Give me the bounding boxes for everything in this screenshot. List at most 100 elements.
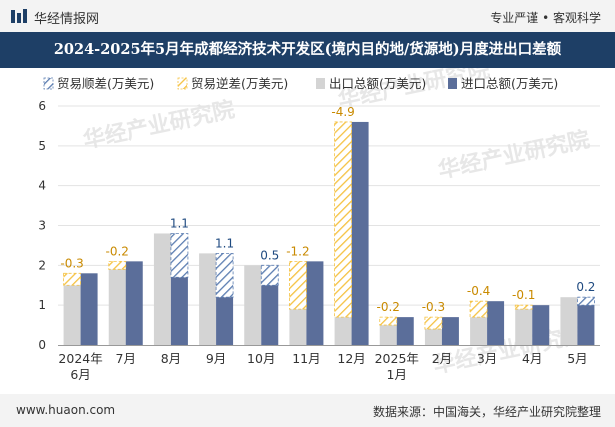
deficit-bar	[108, 260, 127, 270]
legend-item: 出口总额(万美元)	[316, 76, 426, 91]
bars: -0.3 -0.2 1.1 1.1 0.5 -1.2 -4.9 -0.2 -0.3 -0.4 -0.…	[60, 105, 595, 345]
deficit-bar	[379, 316, 398, 326]
month-group: -0.3	[422, 300, 459, 345]
export-bar	[153, 233, 171, 345]
balance-label: -0.3	[422, 300, 445, 314]
balance-label: 1.1	[170, 216, 189, 230]
legend-swatch-import	[448, 78, 457, 89]
site-url: www.huaon.com	[16, 403, 116, 417]
legend-swatch-surplus	[43, 77, 54, 90]
surplus-bar	[215, 252, 234, 298]
import-bar	[441, 317, 459, 345]
legend-item: 贸易逆差(万美元)	[177, 76, 288, 91]
surplus-bar	[170, 233, 189, 278]
top-bar: 华经情报网 专业严谨 • 客观科学	[0, 0, 615, 32]
deficit-bar	[334, 121, 352, 318]
x-tick-label: 10月	[247, 351, 275, 366]
import-bar	[216, 297, 234, 345]
month-group: -0.2	[377, 300, 414, 345]
export-bar	[470, 317, 488, 345]
import-bar	[351, 121, 369, 345]
import-bar	[261, 285, 279, 345]
x-tick-label: 3月	[477, 351, 497, 366]
x-axis: 2024年 6月 7月 8月 9月 10月 11月 12月 2025年 1月 2月 3月 4月 5月	[58, 345, 600, 382]
balance-label: -0.2	[377, 300, 400, 314]
x-tick-label: 5月	[567, 351, 587, 366]
y-tick-label: 3	[38, 219, 46, 233]
legend-label: 贸易逆差(万美元)	[191, 76, 288, 91]
month-group: -4.9	[331, 105, 369, 345]
y-tick-label: 2	[38, 258, 46, 272]
x-tick-label: 7月	[116, 351, 136, 366]
month-group: 1.1	[153, 216, 189, 345]
export-bar	[108, 269, 126, 345]
x-tick-label: 2月	[432, 351, 452, 366]
month-group: -0.3	[60, 256, 98, 345]
legend-item: 进口总额(万美元)	[448, 76, 558, 91]
import-bar	[396, 317, 414, 345]
month-group: -0.2	[106, 244, 143, 345]
slogan: 专业严谨 • 客观科学	[490, 11, 601, 25]
deficit-bar	[63, 272, 81, 286]
balance-label: 0.5	[260, 248, 279, 262]
balance-label: -0.3	[60, 256, 83, 270]
data-source: 数据来源：中国海关，华经产业研究院整理	[372, 405, 601, 419]
export-bar	[424, 329, 442, 345]
balance-label: -0.2	[106, 244, 129, 258]
balance-label: 1.1	[215, 236, 234, 250]
export-bar	[515, 309, 533, 345]
title-bar: 2024-2025年5月年成都经济技术开发区(境内目的地/货源地)月度进出口差额	[0, 32, 615, 68]
export-bar	[63, 285, 81, 345]
export-bar	[560, 297, 578, 345]
import-bar	[170, 277, 188, 345]
import-bar	[577, 305, 595, 345]
legend-label: 进口总额(万美元)	[461, 76, 558, 91]
export-bar	[244, 265, 262, 345]
month-group: 0.2	[560, 280, 595, 345]
import-bar	[306, 261, 324, 345]
import-bar	[487, 301, 505, 345]
balance-label: -0.4	[467, 284, 490, 298]
surplus-bar	[577, 296, 595, 306]
watermark-text: 华经产业研究院	[81, 96, 237, 153]
chart-title: 2024-2025年5月年成都经济技术开发区(境内目的地/货源地)月度进出口差额	[53, 41, 562, 58]
x-tick-label: 9月	[206, 351, 226, 366]
balance-label: -4.9	[331, 105, 354, 119]
legend-swatch-export	[316, 78, 325, 89]
balance-label: -0.1	[512, 288, 535, 302]
x-tick-label: 4月	[522, 351, 542, 366]
export-bar	[289, 309, 307, 345]
import-bar	[80, 273, 98, 345]
export-bar	[334, 317, 352, 345]
month-group: 0.5	[244, 248, 279, 345]
legend-swatch-deficit	[177, 77, 188, 90]
import-bar	[532, 305, 550, 345]
legend-item: 贸易顺差(万美元)	[43, 76, 154, 91]
x-tick-label: 2025年 1月	[375, 351, 419, 382]
export-bar	[379, 325, 397, 345]
x-tick-label: 11月	[292, 351, 320, 366]
deficit-bar	[514, 304, 533, 310]
legend-label: 出口总额(万美元)	[329, 76, 426, 91]
export-bar	[199, 253, 217, 345]
month-group: -1.2	[286, 244, 324, 345]
y-tick-label: 5	[38, 139, 46, 153]
balance-label: -1.2	[286, 244, 309, 258]
deficit-bar	[289, 260, 307, 310]
y-tick-label: 4	[38, 179, 46, 193]
month-group: 1.1	[199, 236, 234, 345]
balance-label: 0.2	[576, 280, 595, 294]
x-tick-label: 8月	[161, 351, 181, 366]
x-tick-label: 12月	[337, 351, 365, 366]
import-bar	[125, 261, 143, 345]
legend-label: 贸易顺差(万美元)	[57, 76, 154, 91]
deficit-bar	[424, 316, 443, 330]
brand-name: 华经情报网	[34, 12, 100, 27]
legend: 贸易顺差(万美元) 贸易逆差(万美元) 出口总额(万美元) 进口总额(万美元)	[43, 76, 558, 91]
surplus-bar	[260, 264, 279, 286]
x-tick-label: 2024年 6月	[58, 351, 102, 382]
brand-logo-icon	[11, 9, 27, 23]
month-group: -0.1	[512, 288, 550, 345]
y-tick-label: 1	[38, 298, 46, 312]
